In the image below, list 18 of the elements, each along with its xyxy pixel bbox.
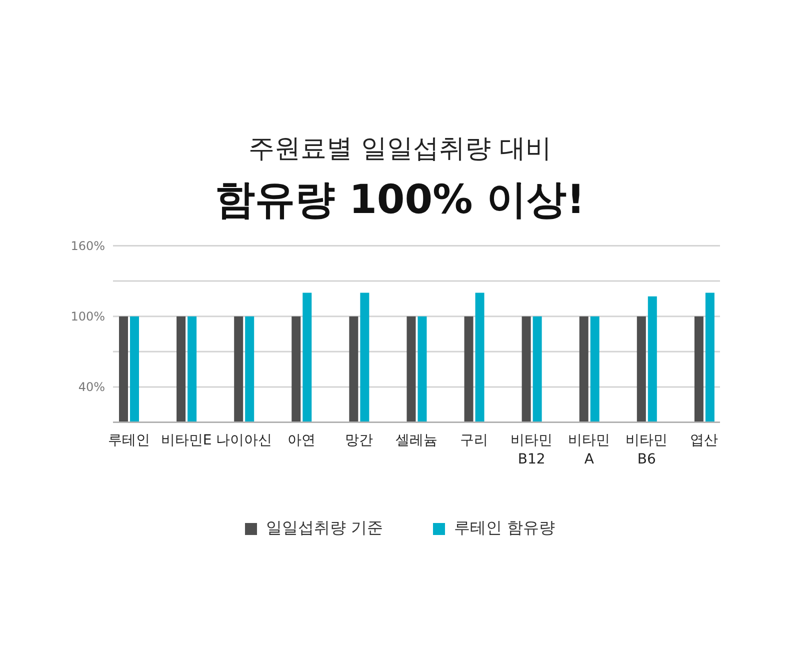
x-tick-label: 비타민E [160, 432, 212, 448]
x-tick-label: 망간 [344, 432, 373, 448]
y-tick-label: 40% [78, 380, 105, 394]
x-tick-label: 비타민 B12 [510, 432, 553, 468]
x-tick-label: 구리 [460, 432, 488, 448]
x-tick-label: 비타민 B6 [626, 432, 668, 468]
x-tick-label: 나이아신 [216, 432, 272, 448]
y-tick-label: 160% [70, 238, 105, 253]
legend-label: 일일섭취량 기준 [266, 518, 383, 537]
x-tick-label: 비타민 A [568, 432, 610, 468]
chart-title: 주원료별 일일섭취량 대비 [248, 134, 552, 164]
x-tick-label: 엽산 [690, 432, 718, 448]
y-tick-label: 100% [70, 310, 105, 324]
x-tick-label: 셀레늄 [396, 432, 438, 448]
chart-subtitle: 함유량 100% 이상! [215, 177, 585, 223]
x-tick-label: 아연 [287, 432, 316, 448]
x-tick-label: 루테인 [108, 432, 150, 448]
legend-label: 루테인 함유량 [454, 518, 556, 537]
